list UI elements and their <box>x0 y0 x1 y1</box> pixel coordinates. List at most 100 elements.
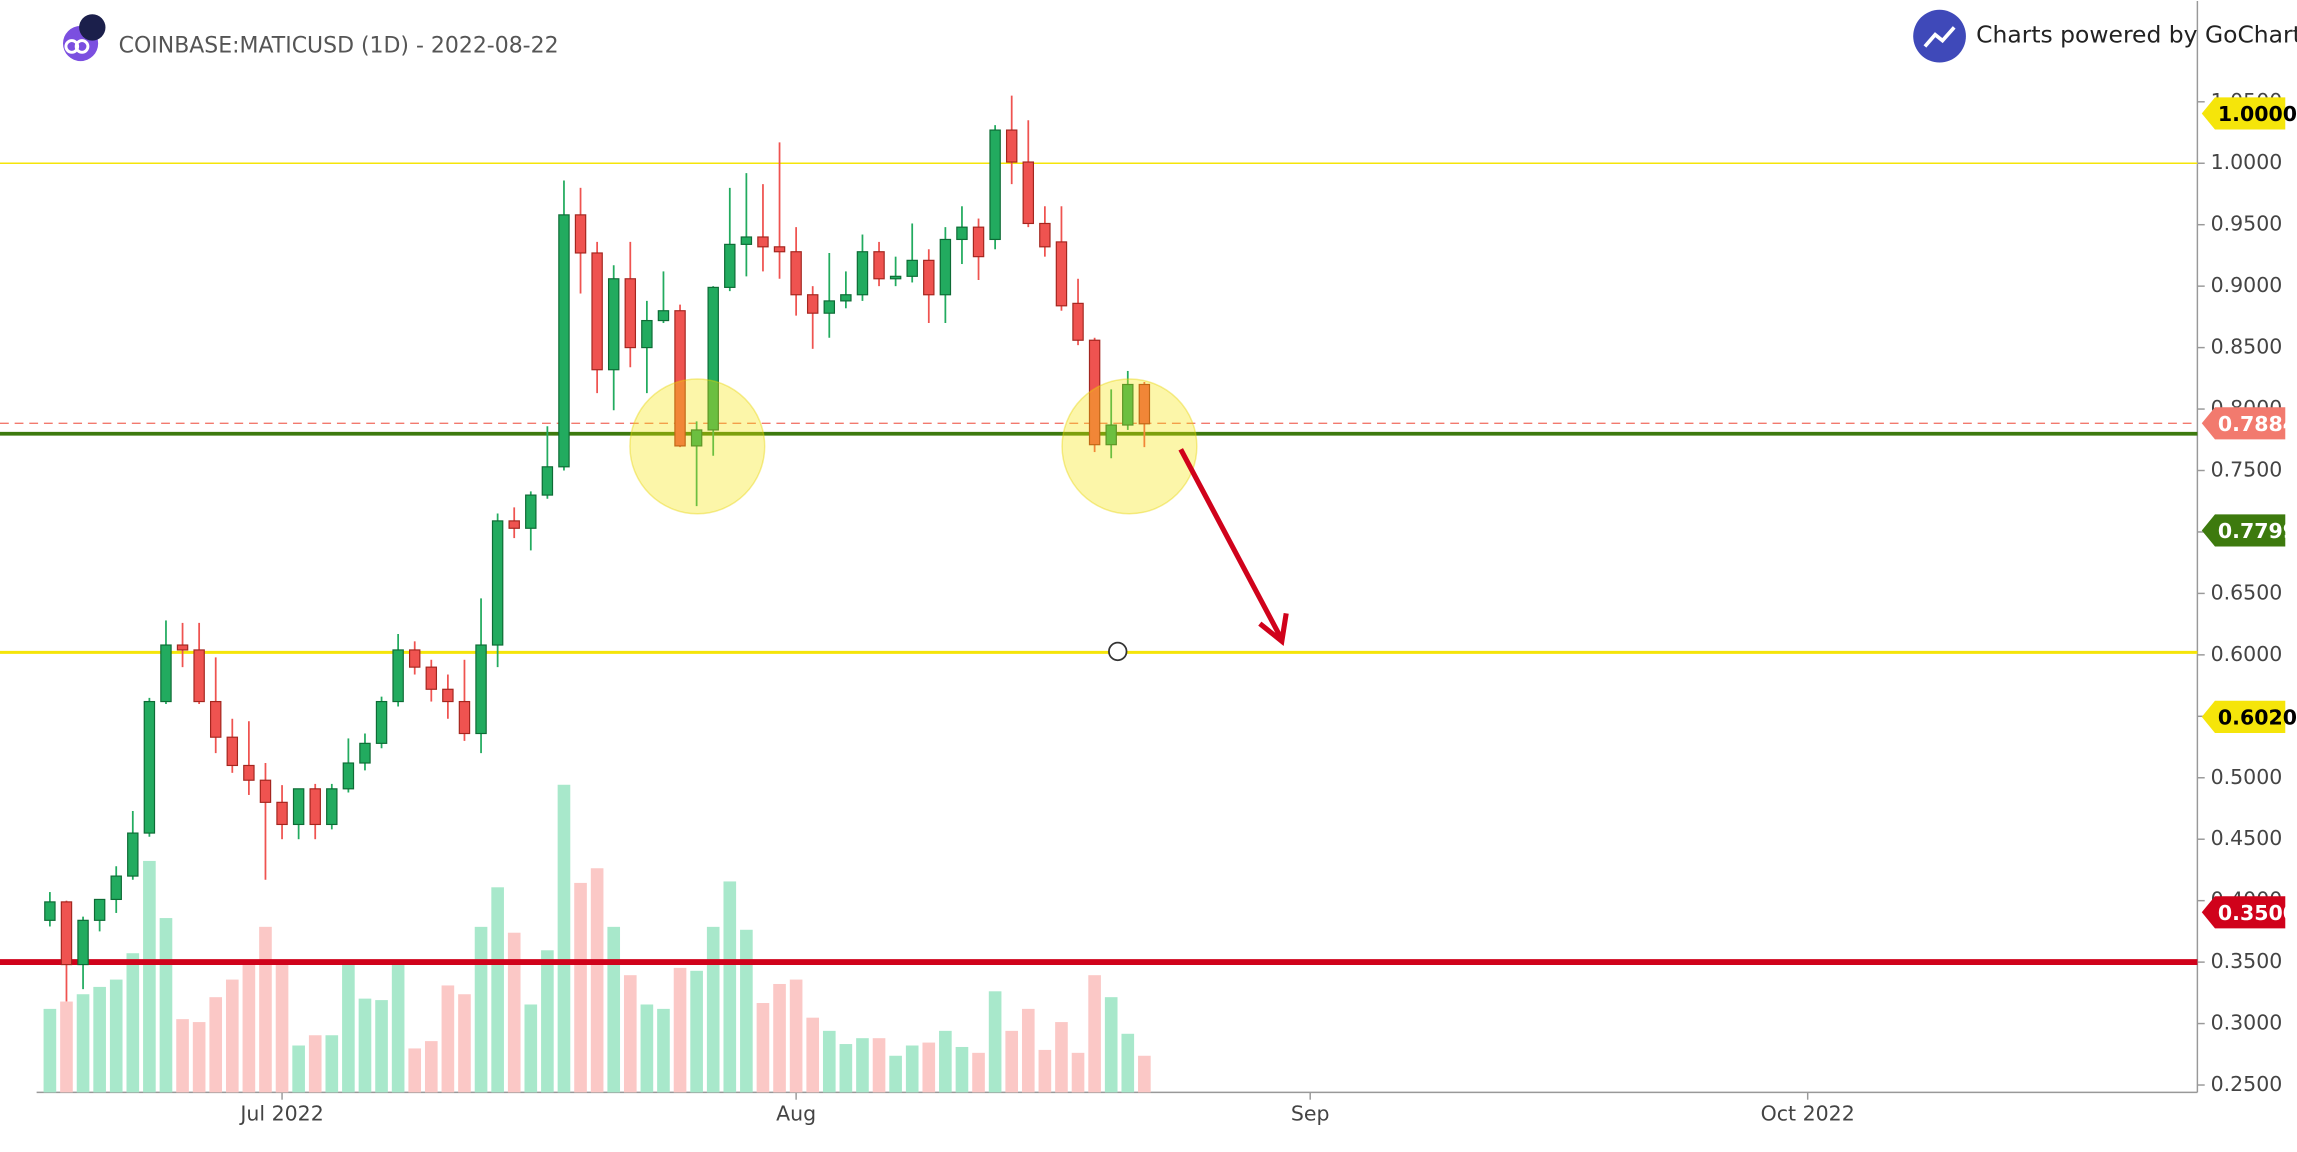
candle-body <box>790 251 802 296</box>
arrow-head <box>1258 612 1289 646</box>
volume-bar <box>76 994 90 1093</box>
price-tag-label: 0.7884 <box>2218 412 2297 436</box>
candle-body <box>740 236 753 245</box>
candle-body <box>309 788 321 826</box>
candle-body <box>408 649 421 668</box>
background <box>36 1 2205 1100</box>
y-tick-label: 0.7500 <box>2211 458 2283 482</box>
candle-body <box>690 429 703 447</box>
candle-body <box>1005 129 1018 163</box>
volume-bar <box>822 1030 836 1093</box>
candle-body <box>508 520 520 529</box>
volume-bar <box>325 1035 339 1093</box>
candle-body <box>840 294 852 302</box>
highlight-circle <box>629 378 766 515</box>
candle-body <box>392 649 404 703</box>
volume-bar <box>1088 975 1101 1093</box>
candle-body <box>442 688 454 703</box>
volume-bar <box>159 918 173 1093</box>
candle-body <box>525 494 537 529</box>
volume-bar <box>1055 1022 1068 1093</box>
candle-body <box>724 243 736 288</box>
exchange-badge <box>79 14 106 41</box>
volume-bar <box>474 926 488 1093</box>
candle-body <box>624 278 637 349</box>
x-tick-label: Aug <box>776 1101 816 1125</box>
x-tick-label: Jul 2022 <box>238 1101 323 1125</box>
y-tick-label: 1.0000 <box>2211 150 2283 174</box>
volume-bar <box>225 979 239 1093</box>
volume-bar <box>673 967 687 1093</box>
candle-body <box>1138 383 1151 425</box>
y-tick-label: 0.5000 <box>2211 765 2283 789</box>
volume-bar <box>590 868 604 1093</box>
volume-bar <box>690 970 703 1093</box>
candle-body <box>226 736 239 767</box>
price-tag-label: 1.0000 <box>2218 102 2297 126</box>
volume-bar <box>955 1046 969 1093</box>
y-tick-label: 0.2500 <box>2211 1072 2283 1096</box>
y-tick-label: 0.9000 <box>2211 273 2283 297</box>
candle-body <box>93 898 106 921</box>
candle-body <box>657 310 670 322</box>
volume-bar <box>408 1048 422 1093</box>
volume-bar <box>375 1000 388 1093</box>
candle-body <box>176 644 189 651</box>
volume-bar <box>109 979 123 1093</box>
logo-glyph <box>74 39 90 54</box>
volume-bar <box>259 926 272 1093</box>
candle-body <box>475 644 487 735</box>
cursor-marker <box>1108 641 1128 662</box>
candle-body <box>873 251 885 280</box>
candle-body <box>160 644 172 703</box>
volume-bar <box>242 960 256 1093</box>
volume-bar <box>458 994 471 1093</box>
volume-bar <box>441 985 455 1093</box>
price-tag <box>2201 896 2286 929</box>
candle-body <box>193 649 205 703</box>
volume-bar <box>839 1044 853 1093</box>
volume-bar <box>308 1035 322 1093</box>
candle-body <box>458 700 471 735</box>
candle-body <box>1088 339 1101 446</box>
volume-bar <box>905 1045 919 1093</box>
candle-body <box>574 214 587 254</box>
volume-bar <box>192 1022 206 1093</box>
candle-body <box>292 788 305 826</box>
volume-bar <box>939 1030 952 1093</box>
volume-bar <box>1121 1033 1135 1093</box>
volume-bar <box>143 860 156 1093</box>
y-tick-label: 0.6000 <box>2211 642 2283 666</box>
credit-logo-glyph <box>1923 26 1956 48</box>
candle-body <box>591 252 603 371</box>
candle-body <box>939 238 952 296</box>
y-tick-label: 0.3000 <box>2211 1011 2283 1035</box>
candle-body <box>972 226 985 258</box>
y-tick-label: 0.6500 <box>2211 580 2283 604</box>
volume-bar <box>856 1038 869 1093</box>
candle-body <box>77 919 89 966</box>
candle-body <box>60 901 73 966</box>
volume-bar <box>773 983 786 1093</box>
volume-bar <box>358 998 372 1093</box>
price-tag <box>2201 514 2286 547</box>
volume-bar <box>1021 1008 1035 1093</box>
volume-bar <box>1038 1049 1052 1093</box>
candle-body <box>641 319 653 349</box>
price-tag <box>2201 97 2286 130</box>
volume-bar <box>657 1008 670 1093</box>
candle-body <box>773 246 786 253</box>
volume-bar <box>391 960 405 1093</box>
candle-body <box>259 779 272 803</box>
price-tag-label: 0.6020 <box>2218 705 2297 729</box>
candle-body <box>359 742 371 764</box>
x-tick-label: Oct 2022 <box>1761 1101 1855 1125</box>
volume-bar <box>972 1052 985 1093</box>
arrow-shaft <box>1178 448 1283 638</box>
candle-body <box>707 286 719 431</box>
price-tag-label: 0.3500 <box>2218 901 2297 925</box>
volume-bar <box>126 953 140 1093</box>
volume-bar <box>43 1008 57 1093</box>
